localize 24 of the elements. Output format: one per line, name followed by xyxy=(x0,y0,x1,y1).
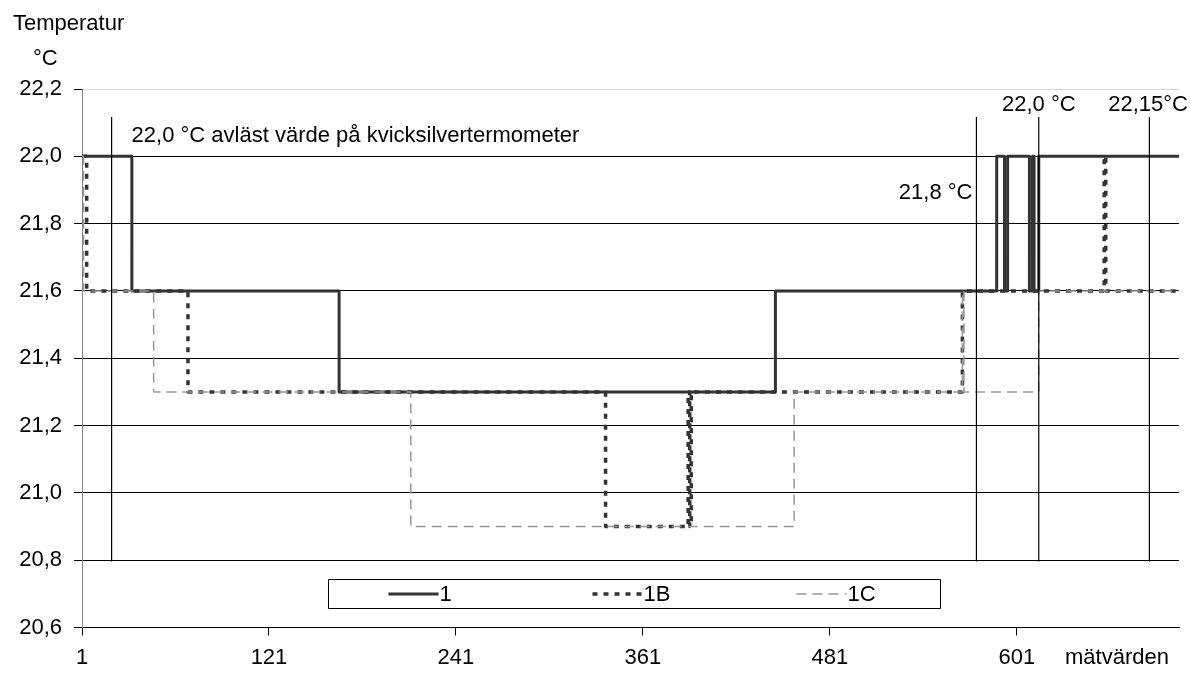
y-tick-label: 20,8 xyxy=(19,546,62,572)
y-tick-label: 21,4 xyxy=(19,344,62,370)
y-tick-label: 22,0 xyxy=(19,142,62,168)
x-tick-label: 241 xyxy=(437,643,475,669)
y-tick-label: 21,0 xyxy=(19,478,62,504)
x-tick-label: 481 xyxy=(811,643,849,669)
ref-line-label: 22,15°C xyxy=(1108,91,1189,117)
ref-line-label: 21,8 °C xyxy=(898,179,973,205)
legend-label: 1B xyxy=(643,581,671,607)
x-tick-label: 1 xyxy=(75,643,89,669)
y-tick-label: 21,6 xyxy=(19,277,62,302)
x-tick-label: 601 xyxy=(998,643,1036,669)
ref-line-label: 22,0 °C avläst värde på kvicksilvertermometer xyxy=(131,122,580,148)
y-axis-title: Temperatur °C xyxy=(13,10,125,70)
x-axis-title: mätvärden xyxy=(1065,643,1169,669)
y-tick-label: 21,2 xyxy=(19,411,62,437)
legend-label: 1 xyxy=(439,581,452,607)
y-tick-label: 21,8 xyxy=(19,209,62,235)
x-tick-label: 361 xyxy=(624,643,662,669)
legend-label: 1C xyxy=(847,581,876,607)
y-tick-label: 20,6 xyxy=(19,613,62,639)
ref-line-label: 22,0 °C xyxy=(1001,91,1076,117)
y-tick-label: 22,2 xyxy=(19,75,62,101)
x-tick-label: 121 xyxy=(250,643,288,669)
